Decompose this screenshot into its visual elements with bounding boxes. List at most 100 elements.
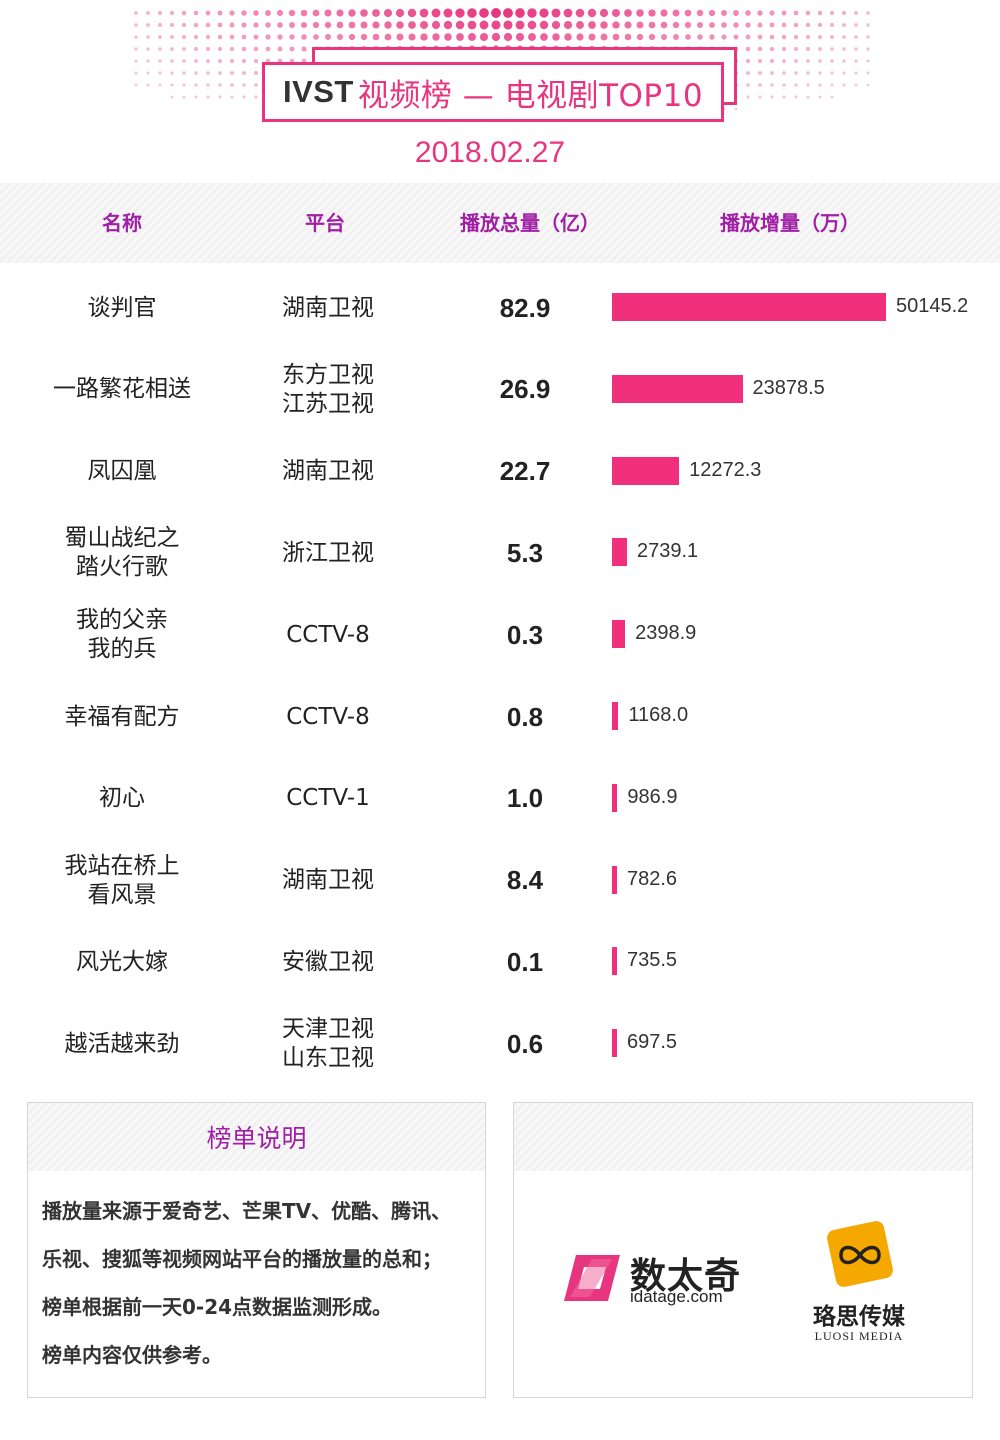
- decoration-dot: [182, 47, 186, 51]
- decoration-dot: [866, 35, 870, 39]
- decoration-dot: [818, 95, 822, 99]
- platform-line: 湖南卫视: [282, 294, 374, 321]
- decoration-dot: [254, 83, 258, 87]
- decoration-dot: [324, 21, 332, 29]
- decoration-dot: [757, 34, 763, 40]
- decoration-dot: [781, 22, 787, 28]
- decoration-dot: [407, 8, 417, 18]
- decoration-dot: [806, 95, 810, 99]
- decoration-dot: [134, 59, 138, 63]
- decoration-dot: [146, 47, 150, 51]
- decoration-dot: [745, 22, 751, 28]
- decoration-dot: [866, 71, 870, 75]
- decoration-dot: [794, 95, 798, 99]
- decoration-dot: [218, 71, 222, 75]
- platform-line: 浙江卫视: [282, 539, 374, 566]
- decoration-dot: [734, 107, 738, 111]
- decoration-dot: [170, 95, 174, 99]
- decoration-dot: [170, 59, 174, 63]
- increment-bar: [612, 620, 626, 649]
- drama-name-line: 蜀山战纪之: [64, 525, 180, 552]
- decoration-dot: [599, 8, 609, 18]
- decoration-dot: [782, 59, 786, 63]
- decoration-dot: [265, 46, 271, 52]
- decoration-dot: [842, 59, 846, 63]
- decoration-dot: [842, 71, 846, 75]
- decoration-dot: [806, 71, 810, 75]
- decoration-dot: [336, 21, 344, 29]
- decoration-dot: [300, 21, 308, 29]
- decoration-dot: [396, 33, 404, 41]
- table-row: 谈判官 湖南卫视 82.9 50145.2: [0, 267, 1000, 349]
- decoration-dot: [563, 8, 573, 18]
- decoration-dot: [217, 46, 223, 52]
- decoration-dot: [721, 22, 727, 28]
- decoration-dot: [254, 71, 258, 75]
- platform: 天津卫视 山东卫视: [228, 1003, 428, 1085]
- decoration-dot: [866, 47, 870, 51]
- increment-bar: [612, 947, 617, 976]
- decoration-dot: [193, 22, 199, 28]
- decoration-dot: [794, 71, 798, 75]
- decoration-dot: [866, 11, 870, 15]
- decoration-dot: [182, 59, 186, 63]
- decoration-dot: [842, 23, 846, 27]
- total-plays: 5.3: [506, 537, 544, 568]
- decoration-dot: [194, 83, 198, 87]
- decoration-dot: [229, 22, 235, 28]
- decoration-dot: [276, 9, 284, 17]
- increment-bar: [612, 865, 617, 894]
- decoration-dot: [673, 34, 679, 40]
- decoration-dot: [170, 71, 174, 75]
- note-line: 播放量来源于爱奇艺、芒果TV、优酷、腾讯、: [42, 1199, 452, 1223]
- decoration-dot: [636, 21, 644, 29]
- decoration-dot: [830, 59, 834, 63]
- notes-body: 播放量来源于爱奇艺、芒果TV、优酷、腾讯、 乐视、搜狐等视频网站平台的播放量的总…: [28, 1171, 485, 1379]
- increment-bar: [612, 783, 618, 812]
- decoration-dot: [360, 21, 368, 29]
- increment-label: 12272.3: [689, 458, 762, 481]
- decoration-dot: [218, 59, 222, 63]
- platform: 湖南卫视: [228, 267, 428, 349]
- decoration-dot: [696, 9, 704, 17]
- decoration-dot: [793, 22, 799, 28]
- increment-label: 50145.2: [896, 295, 969, 317]
- decoration-dot: [193, 34, 199, 40]
- table-header: 名称 平台 播放总量（亿） 播放增量（万）: [0, 183, 1000, 263]
- decoration-dot: [432, 33, 440, 41]
- decoration-dot: [265, 10, 271, 16]
- decoration-dot: [242, 95, 246, 99]
- decoration-dot: [205, 46, 211, 52]
- decoration-dot: [866, 83, 870, 87]
- decoration-dot: [205, 22, 211, 28]
- decoration-dot: [431, 8, 441, 18]
- drama-name-line: 我的父亲: [76, 607, 168, 634]
- decoration-dot: [866, 23, 870, 27]
- decoration-dot: [794, 83, 798, 87]
- drama-name: 我站在桥上 看风景: [22, 840, 222, 922]
- decoration-dot: [660, 9, 668, 17]
- column-header-total: 播放总量（亿）: [460, 211, 600, 235]
- decoration-dot: [253, 58, 259, 64]
- page-title: IVST 视频榜 — 电视剧TOP10: [265, 65, 721, 119]
- decoration-dot: [866, 59, 870, 63]
- decoration-dot: [648, 9, 656, 17]
- table-row: 一路繁花相送 东方卫视 江苏卫视 26.9 23878.5: [0, 349, 1000, 431]
- decoration-dot: [277, 22, 283, 28]
- decoration-dot: [157, 10, 163, 16]
- decoration-dot: [805, 22, 811, 28]
- decoration-dot: [134, 83, 138, 87]
- increment-label: 2739.1: [637, 540, 699, 563]
- decoration-dot: [289, 34, 295, 40]
- increment-label: 2398.9: [635, 622, 697, 645]
- decoration-dot: [455, 20, 465, 30]
- platform-line: 天津卫视: [282, 1016, 374, 1043]
- platform: 东方卫视 江苏卫视: [228, 349, 428, 431]
- logos-panel-header: [514, 1103, 972, 1171]
- decoration-dot: [684, 9, 692, 17]
- decoration-dot: [288, 9, 296, 17]
- decoration-dot: [600, 21, 608, 29]
- decoration-dot: [300, 9, 308, 17]
- decoration-dot: [229, 46, 235, 52]
- decoration-dot: [636, 33, 644, 41]
